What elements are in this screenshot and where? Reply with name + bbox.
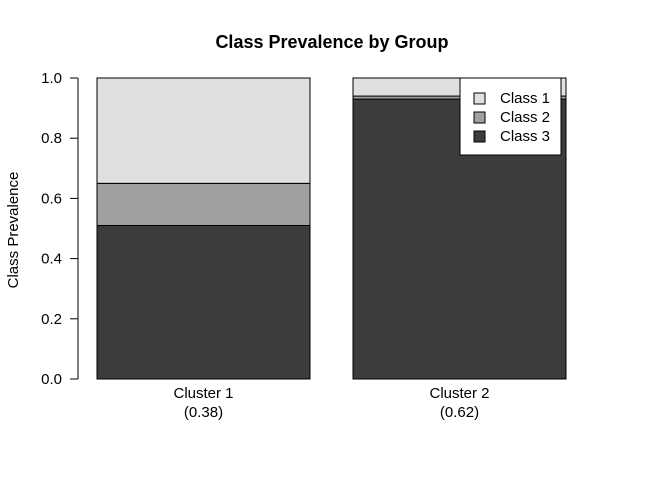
y-tick-label: 0.4 [41,251,62,268]
legend-label: Class 1 [500,90,550,107]
legend-swatch [473,92,486,105]
x-tick-sublabel: (0.38) [184,404,223,421]
y-tick-label: 0.6 [41,190,62,207]
y-axis-label: Class Prevalence [5,172,22,289]
x-axis-labels: Cluster 1 (0.38) Cluster 2 (0.62) [173,385,489,421]
legend-label: Class 3 [500,128,550,145]
y-tick-label: 1.0 [41,70,62,87]
x-tick-label: Cluster 2 [429,385,489,402]
bar-segment-cluster-1-class-1 [96,77,311,184]
x-tick-sublabel: (0.62) [440,404,479,421]
plot-area [96,77,567,380]
y-axis: 0.0 0.2 0.4 0.6 0.8 1.0 [41,70,79,388]
x-tick-label: Cluster 1 [173,385,233,402]
legend: Class 1 Class 2 Class 3 [459,77,562,156]
y-tick-label: 0.2 [41,311,62,328]
legend-swatch [473,130,486,143]
legend-swatch [473,111,486,124]
bar-segment-cluster-1-class-2 [96,182,311,226]
chart-title: Class Prevalence by Group [215,32,448,52]
legend-label: Class 2 [500,109,550,126]
y-tick-label: 0.8 [41,130,62,147]
y-tick-label: 0.0 [41,371,62,388]
bar-segment-cluster-1-class-3 [96,224,311,380]
